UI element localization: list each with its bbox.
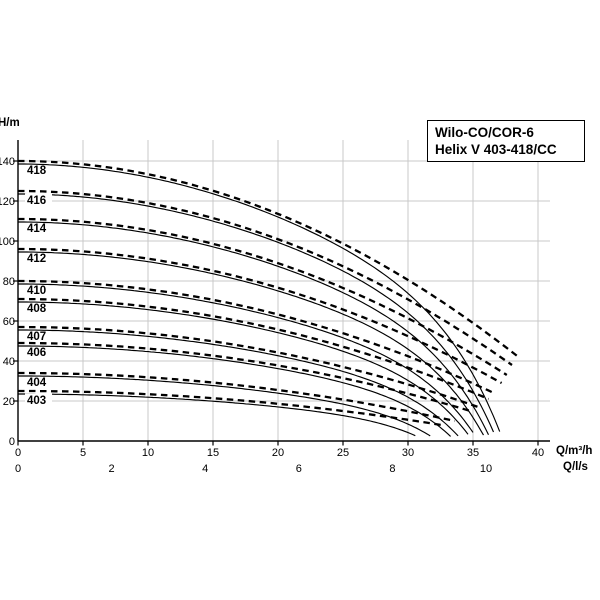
curve-label-box-416: [25, 193, 52, 207]
pump-curve-416-control: [18, 193, 495, 433]
y-tick-label: 40: [3, 356, 15, 368]
curve-label-406: 406: [27, 347, 46, 359]
y-tick-label: 0: [9, 436, 15, 448]
y-axis-unit-label: H/m: [0, 117, 20, 129]
pump-curve-408-control: [18, 301, 469, 435]
title-line-2: Helix V 403-418/CC: [435, 141, 557, 157]
curve-label-404: 404: [27, 377, 47, 389]
pump-curve-404-control: [18, 375, 431, 437]
curve-label-408: 408: [27, 303, 47, 315]
curve-label-418: 418: [27, 165, 47, 177]
pump-curve-412-control: [18, 251, 484, 436]
x-axis-unit-m3h-label: Q/m³/h: [556, 445, 593, 457]
y-tick-label: 20: [3, 396, 15, 408]
x-tick-label-m3h: 20: [272, 447, 284, 459]
x-tick-label-ls: 0: [15, 463, 21, 475]
curve-label-416: 416: [27, 195, 46, 207]
x-tick-label-m3h: 5: [80, 447, 86, 459]
y-tick-label: 60: [3, 316, 15, 328]
pump-curve-418-dashed: [18, 159, 520, 358]
curve-label-412: 412: [27, 253, 46, 265]
x-tick-label-ls: 6: [296, 463, 302, 475]
pump-curve-404-dashed: [18, 371, 456, 423]
pump-curve-414-control: [18, 221, 490, 435]
pump-curve-410-dashed: [18, 279, 495, 395]
x-tick-label-m3h: 40: [532, 447, 544, 459]
pump-curve-407-dashed: [18, 325, 479, 409]
curves: [18, 159, 520, 437]
x-axis-unit-ls-label: Q/l/s: [563, 461, 588, 473]
y-tick-label: 120: [0, 196, 15, 208]
x-tick-label-m3h: 30: [402, 447, 414, 459]
x-tick-label-ls: 4: [202, 463, 208, 475]
curve-label-410: 410: [27, 285, 46, 297]
x-tick-label-ls: 10: [480, 463, 492, 475]
curve-label-414: 414: [27, 223, 47, 235]
pump-curve-410-control: [18, 283, 474, 433]
pump-curve-406-control: [18, 345, 451, 437]
curve-label-407: 407: [27, 331, 46, 343]
pump-curve-418-control: [18, 163, 501, 432]
curve-label-box-403: [25, 393, 52, 407]
pump-curve-407-control: [18, 329, 459, 437]
pump-curve-403-control: [18, 393, 416, 437]
x-tick-label-ls: 8: [389, 463, 395, 475]
pump-curve-414-dashed: [18, 217, 508, 376]
x-tick-label-ls: 2: [109, 463, 115, 475]
curve-label-403: 403: [27, 395, 46, 407]
pump-curve-416-dashed: [18, 189, 513, 366]
grid: [18, 140, 550, 441]
title-box: Wilo-CO/COR-6 Helix V 403-418/CC: [427, 120, 585, 162]
x-tick-label-m3h: 15: [207, 447, 219, 459]
pump-curve-408-dashed: [18, 297, 490, 401]
x-tick-label-m3h: 35: [467, 447, 479, 459]
x-tick-label-m3h: 25: [337, 447, 349, 459]
curve-labels: 418 416 414 412 410 408 407 406 404 403: [25, 165, 52, 407]
x-tick-label-m3h: 0: [15, 447, 21, 459]
title-line-1: Wilo-CO/COR-6: [435, 125, 534, 140]
pump-curve-403-dashed: [18, 389, 442, 427]
y-tick-label: 100: [0, 236, 15, 248]
y-tick-label: 140: [0, 156, 15, 168]
pump-curve-412-dashed: [18, 247, 503, 385]
y-tick-label: 80: [3, 276, 15, 288]
axis-ticks: 0510152025303540024681002040608010012014…: [0, 156, 544, 475]
x-tick-label-m3h: 10: [142, 447, 154, 459]
